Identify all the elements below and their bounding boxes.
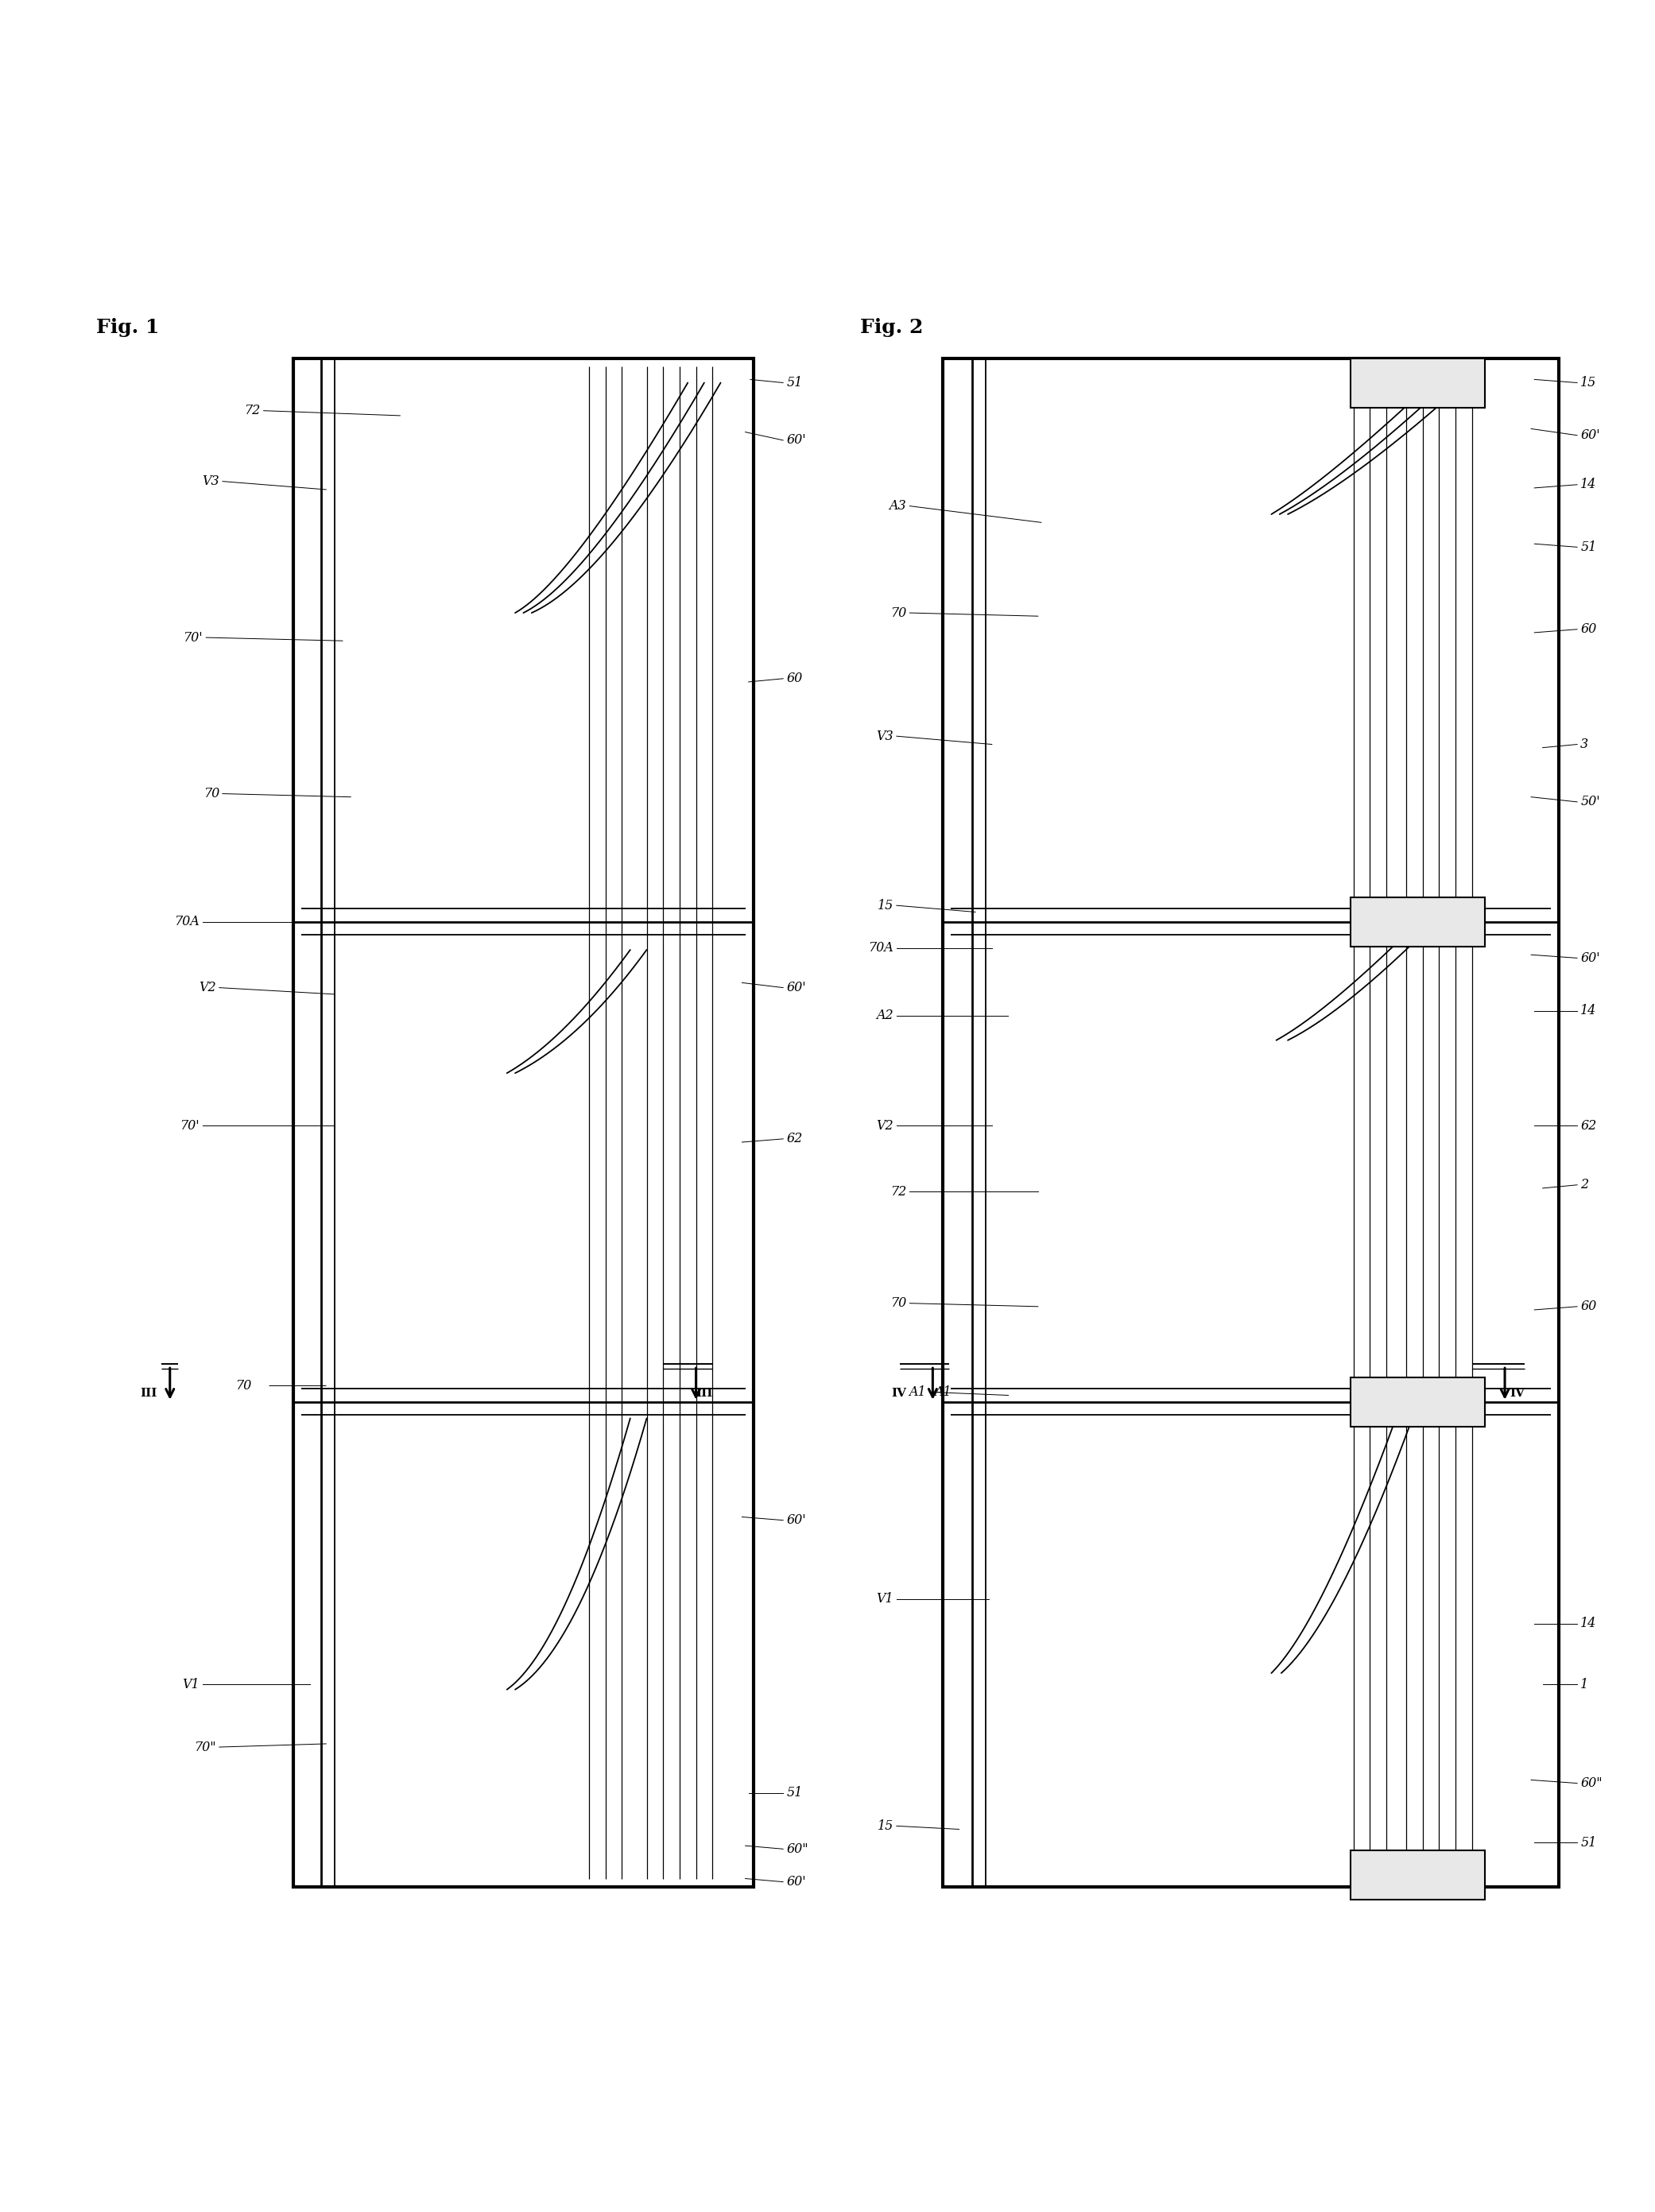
Text: 2: 2: [1581, 1179, 1589, 1192]
Bar: [943, 358, 1559, 1887]
Text: V2: V2: [875, 1119, 894, 1133]
Text: A2: A2: [875, 1009, 894, 1022]
Text: 15: 15: [1581, 376, 1597, 389]
Text: V3: V3: [202, 476, 218, 489]
Text: 70: 70: [890, 1296, 907, 1310]
Text: 62: 62: [1581, 1119, 1597, 1133]
Text: 62: 62: [786, 1133, 803, 1146]
Text: V3: V3: [875, 730, 894, 743]
Text: 60': 60': [786, 980, 806, 995]
Text: V1: V1: [182, 1679, 200, 1692]
Bar: [1350, 1378, 1485, 1427]
Text: A1: A1: [935, 1385, 952, 1398]
Text: 60': 60': [786, 1876, 806, 1889]
Text: 70": 70": [194, 1741, 215, 1754]
Text: V2: V2: [199, 980, 215, 995]
Bar: [293, 358, 753, 1887]
Text: 70': 70': [180, 1119, 200, 1133]
Text: 51: 51: [786, 376, 803, 389]
Text: A1: A1: [909, 1385, 927, 1398]
Text: 72: 72: [245, 405, 260, 418]
Text: Fig. 2: Fig. 2: [861, 319, 923, 336]
Text: 14: 14: [1581, 478, 1597, 491]
Text: 70: 70: [235, 1378, 252, 1391]
Text: 70A: 70A: [867, 942, 894, 956]
Text: 3: 3: [1581, 737, 1589, 752]
Text: 51: 51: [1581, 540, 1597, 553]
Text: 14: 14: [1581, 1004, 1597, 1018]
Text: 60: 60: [1581, 622, 1597, 637]
Text: 51: 51: [1581, 1836, 1597, 1849]
Text: 60": 60": [786, 1843, 808, 1856]
Text: 60": 60": [1581, 1776, 1602, 1790]
Text: 60': 60': [786, 434, 806, 447]
Text: 15: 15: [877, 898, 894, 911]
Bar: [1350, 1851, 1485, 1900]
Bar: [1350, 898, 1485, 947]
Text: 72: 72: [890, 1186, 907, 1199]
Text: 70: 70: [204, 787, 218, 801]
Text: A3: A3: [889, 500, 907, 513]
Text: 1: 1: [1581, 1679, 1589, 1692]
Text: 50': 50': [1581, 794, 1600, 810]
Text: III: III: [139, 1389, 157, 1400]
Text: IV: IV: [1509, 1389, 1524, 1400]
Text: III: III: [697, 1389, 713, 1400]
Text: V1: V1: [875, 1593, 894, 1606]
Text: 15: 15: [877, 1818, 894, 1834]
Text: 70A: 70A: [174, 916, 200, 929]
Text: 60': 60': [786, 1513, 806, 1526]
Text: 14: 14: [1581, 1617, 1597, 1630]
Text: 60': 60': [1581, 951, 1600, 964]
Text: 60': 60': [1581, 429, 1600, 442]
Text: IV: IV: [892, 1389, 907, 1400]
Text: Fig. 1: Fig. 1: [96, 319, 159, 336]
Text: 60: 60: [1581, 1301, 1597, 1314]
Text: 70': 70': [184, 630, 204, 644]
Bar: [1350, 358, 1485, 407]
Text: 51: 51: [786, 1787, 803, 1801]
Text: 70: 70: [890, 606, 907, 619]
Text: 60: 60: [786, 672, 803, 686]
